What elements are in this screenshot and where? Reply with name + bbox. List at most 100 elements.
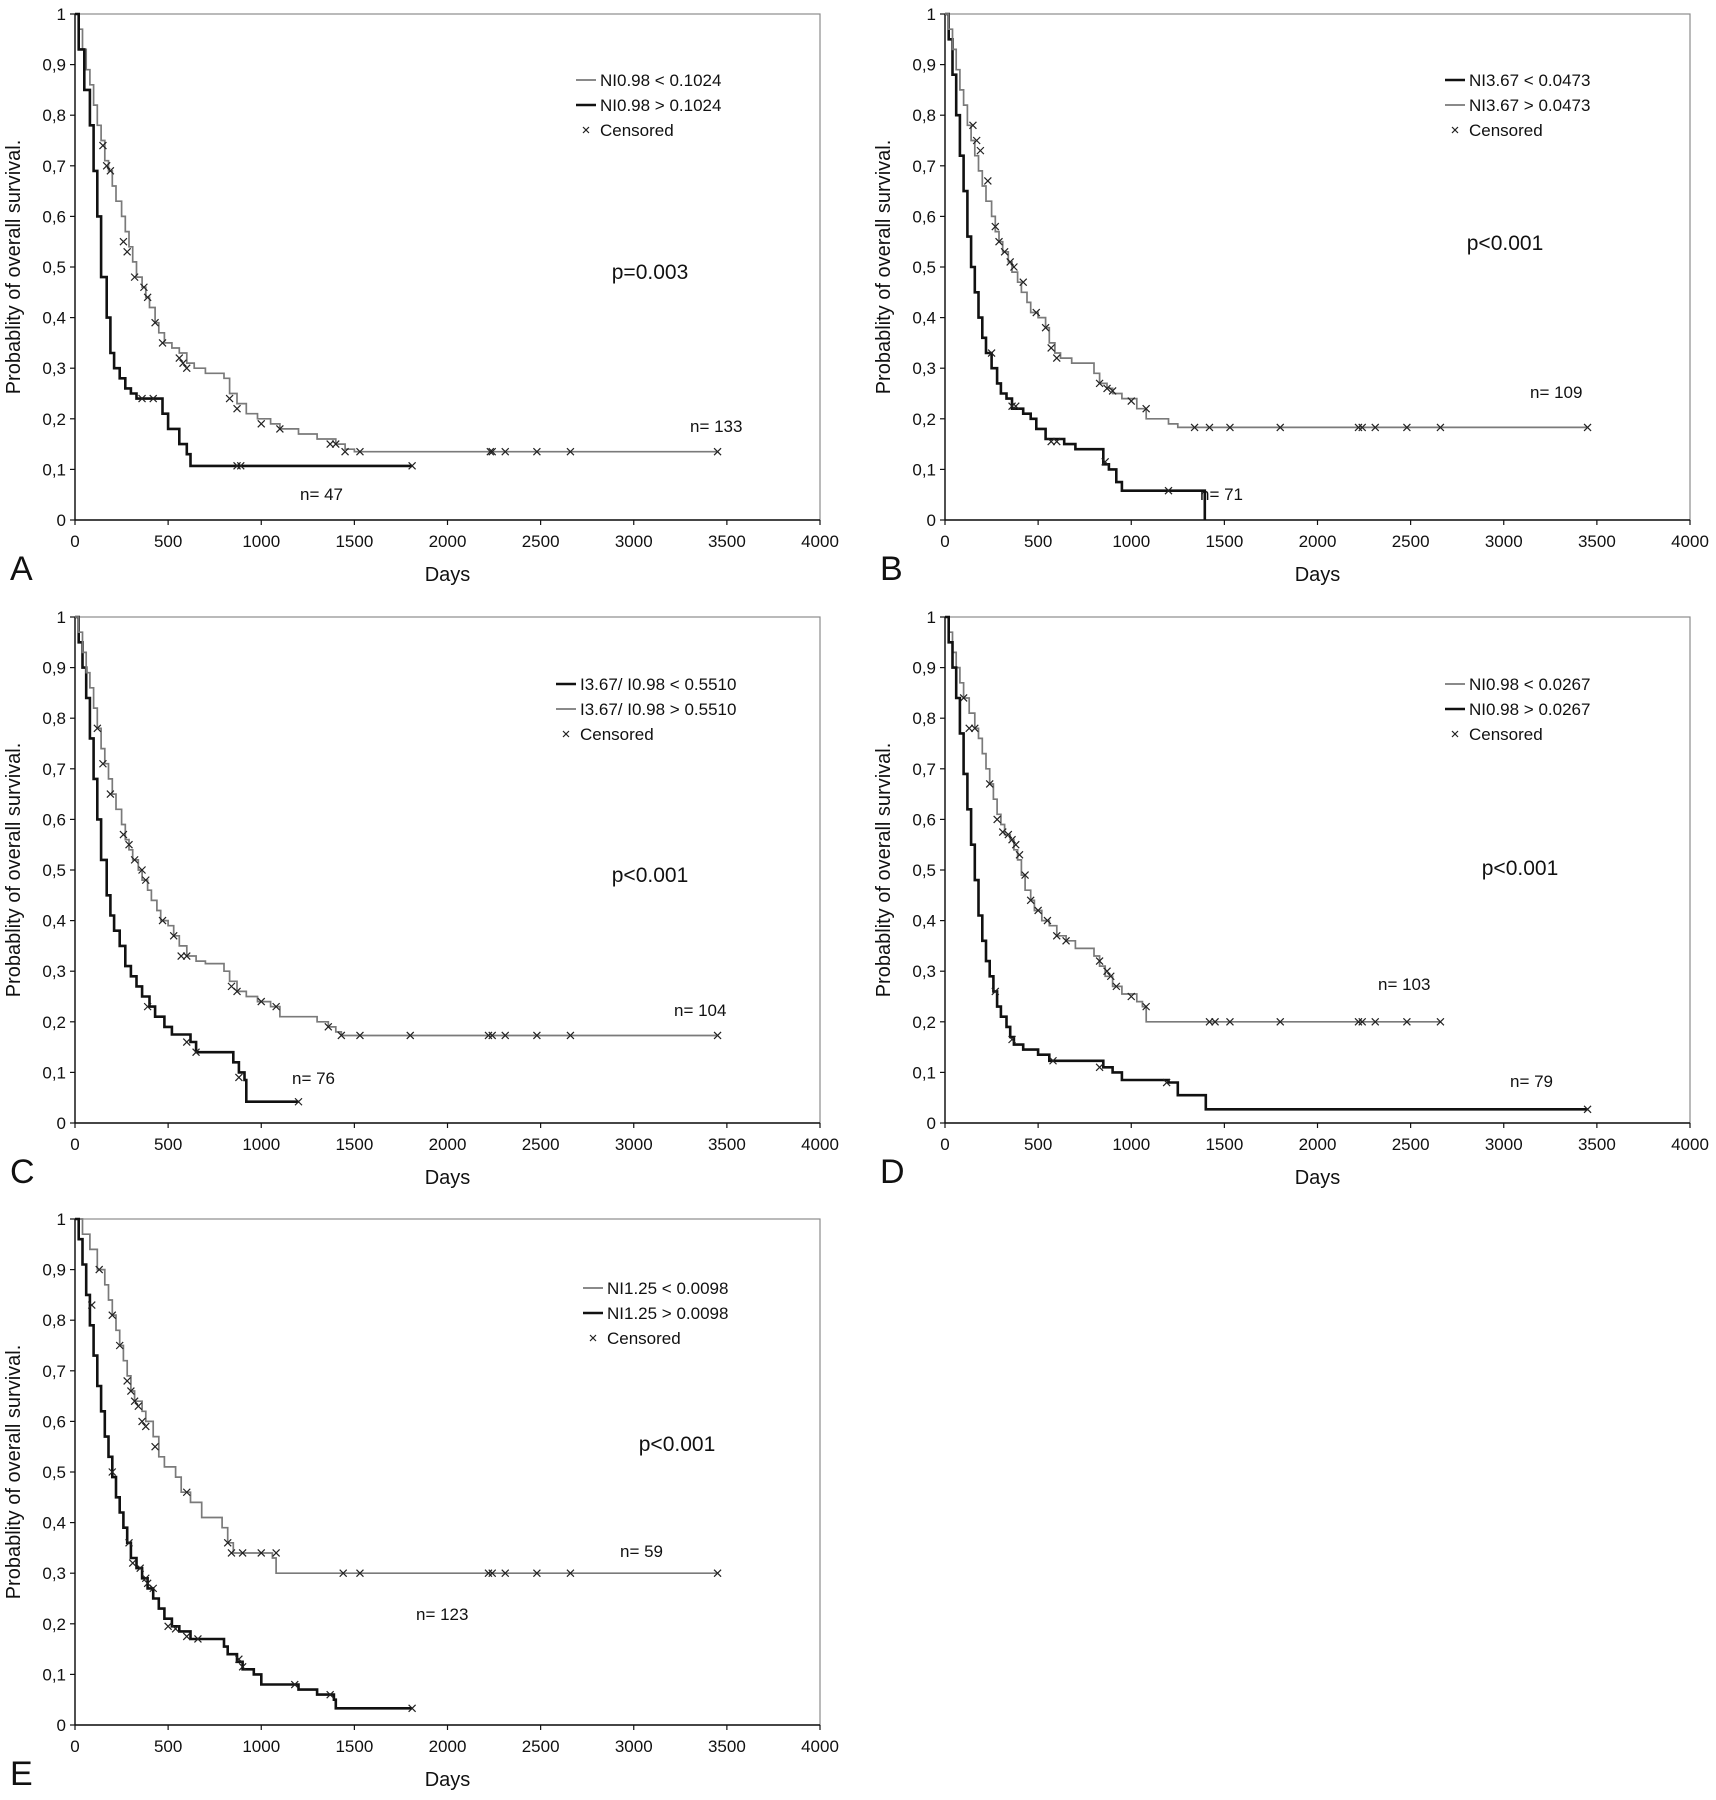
x-tick-label: 3000 bbox=[1485, 532, 1523, 551]
censor-mark bbox=[225, 394, 234, 403]
censor-mark bbox=[484, 1569, 493, 1578]
y-tick-label: 0,6 bbox=[912, 207, 936, 226]
censor-mark bbox=[158, 338, 167, 347]
y-tick-label: 0 bbox=[57, 1114, 66, 1133]
censor-mark bbox=[272, 1002, 281, 1011]
censor-mark bbox=[331, 440, 340, 449]
censor-mark bbox=[1049, 1056, 1057, 1065]
censor-mark bbox=[488, 1569, 497, 1578]
x-tick-label: 4000 bbox=[1671, 1135, 1709, 1154]
survival-curve bbox=[75, 615, 299, 1103]
censor-mark bbox=[1142, 1002, 1151, 1011]
y-axis-title: Probablity of overall survival. bbox=[3, 140, 25, 395]
censor-mark bbox=[1052, 931, 1061, 940]
x-tick-label: 2000 bbox=[429, 532, 467, 551]
y-tick-label: 0,6 bbox=[42, 1412, 66, 1431]
y-tick-label: 0,7 bbox=[42, 157, 66, 176]
x-tick-label: 2000 bbox=[429, 1135, 467, 1154]
censor-mark bbox=[1402, 1017, 1411, 1026]
censor-mark bbox=[1190, 423, 1199, 432]
y-tick-label: 0,7 bbox=[912, 760, 936, 779]
censor-mark bbox=[1226, 423, 1234, 432]
panel-d: 0 0,1 0,2 0,3 0,4 0,5 0,6 0,7 0,8 0,9 1 0 500 1000 150… bbox=[873, 608, 1709, 1191]
legend-entry: NI0.98 > 0.0267 bbox=[1469, 700, 1590, 719]
y-tick-label: 0,9 bbox=[42, 1261, 66, 1280]
legend-entry: NI1.25 > 0.0098 bbox=[607, 1304, 728, 1323]
x-axis-title: Days bbox=[1295, 1167, 1341, 1189]
x-axis-title: Days bbox=[1295, 564, 1341, 586]
y-tick-label: 0,5 bbox=[42, 258, 66, 277]
x-tick-label: 1000 bbox=[242, 1135, 280, 1154]
censor-mark bbox=[1047, 437, 1056, 446]
y-axis-title: Probablity of overall survival. bbox=[3, 1345, 25, 1600]
censor-mark bbox=[713, 1569, 722, 1578]
x-tick-label: 3000 bbox=[615, 532, 653, 551]
x-tick-label: 2500 bbox=[522, 532, 560, 551]
survival-curve bbox=[75, 13, 718, 453]
y-tick-label: 0,8 bbox=[42, 709, 66, 728]
y-tick-label: 0,6 bbox=[912, 810, 936, 829]
censor-mark bbox=[1162, 1078, 1171, 1087]
survival-curve bbox=[75, 12, 413, 468]
censor-mark bbox=[236, 461, 245, 470]
censor-mark bbox=[151, 1442, 160, 1451]
y-tick-label: 0,3 bbox=[42, 962, 66, 981]
y-tick-label: 0,1 bbox=[42, 1665, 66, 1684]
censor-mark bbox=[341, 447, 349, 456]
x-tick-label: 1000 bbox=[242, 532, 280, 551]
y-tick-label: 0,3 bbox=[912, 359, 936, 378]
censor-mark bbox=[192, 1048, 200, 1057]
y-tick-label: 1 bbox=[927, 608, 936, 627]
panel-letter: A bbox=[10, 550, 33, 588]
x-tick-label: 1500 bbox=[1205, 532, 1243, 551]
censor-mark bbox=[1095, 1063, 1104, 1072]
y-tick-label: 1 bbox=[57, 608, 66, 627]
y-tick-label: 0,8 bbox=[42, 106, 66, 125]
censor-mark bbox=[1062, 936, 1070, 945]
x-tick-label: 3500 bbox=[708, 1135, 746, 1154]
censor-mark bbox=[169, 931, 178, 940]
censor-mark bbox=[143, 1002, 152, 1011]
n-label: n= 133 bbox=[690, 417, 742, 436]
y-tick-label: 0,8 bbox=[42, 1311, 66, 1330]
x-tick-label: 0 bbox=[70, 1135, 79, 1154]
censor-mark bbox=[1127, 992, 1136, 1001]
n-label: n= 103 bbox=[1378, 975, 1430, 994]
censor-mark bbox=[1436, 423, 1445, 432]
censor-mark bbox=[501, 1569, 510, 1578]
panel-letter: B bbox=[880, 550, 903, 588]
y-tick-label: 0,2 bbox=[42, 410, 66, 429]
censor-mark bbox=[501, 1031, 510, 1040]
y-tick-label: 1 bbox=[927, 5, 936, 24]
legend-censored: Censored bbox=[1469, 121, 1543, 140]
legend-censor-mark bbox=[589, 1334, 597, 1342]
censor-mark bbox=[93, 724, 102, 733]
censor-mark bbox=[1371, 423, 1380, 432]
censor-mark bbox=[995, 237, 1003, 246]
y-tick-label: 0,2 bbox=[912, 1013, 936, 1032]
y-tick-label: 1 bbox=[57, 5, 66, 24]
y-tick-label: 0,3 bbox=[42, 1564, 66, 1583]
y-axis-title: Probablity of overall survival. bbox=[873, 140, 895, 395]
legend-censored: Censored bbox=[580, 725, 654, 744]
censor-mark bbox=[408, 461, 417, 470]
legend-censored: Censored bbox=[1469, 725, 1543, 744]
censor-mark bbox=[1095, 957, 1104, 966]
censor-mark bbox=[998, 828, 1007, 836]
censor-mark bbox=[356, 1031, 364, 1040]
censor-mark bbox=[108, 1468, 117, 1476]
censor-mark bbox=[1276, 1017, 1285, 1026]
legend-censor-mark bbox=[582, 126, 590, 134]
censor-mark bbox=[1103, 384, 1111, 393]
censor-mark bbox=[106, 166, 115, 175]
x-tick-label: 2000 bbox=[1299, 532, 1337, 551]
x-tick-label: 3500 bbox=[1578, 1135, 1616, 1154]
censor-mark bbox=[326, 440, 335, 449]
censor-mark bbox=[119, 237, 128, 246]
censor-mark bbox=[484, 1031, 493, 1040]
censor-mark bbox=[179, 359, 187, 368]
p-value: p<0.001 bbox=[639, 1433, 716, 1456]
x-tick-label: 4000 bbox=[801, 532, 839, 551]
censor-mark bbox=[1034, 906, 1043, 915]
